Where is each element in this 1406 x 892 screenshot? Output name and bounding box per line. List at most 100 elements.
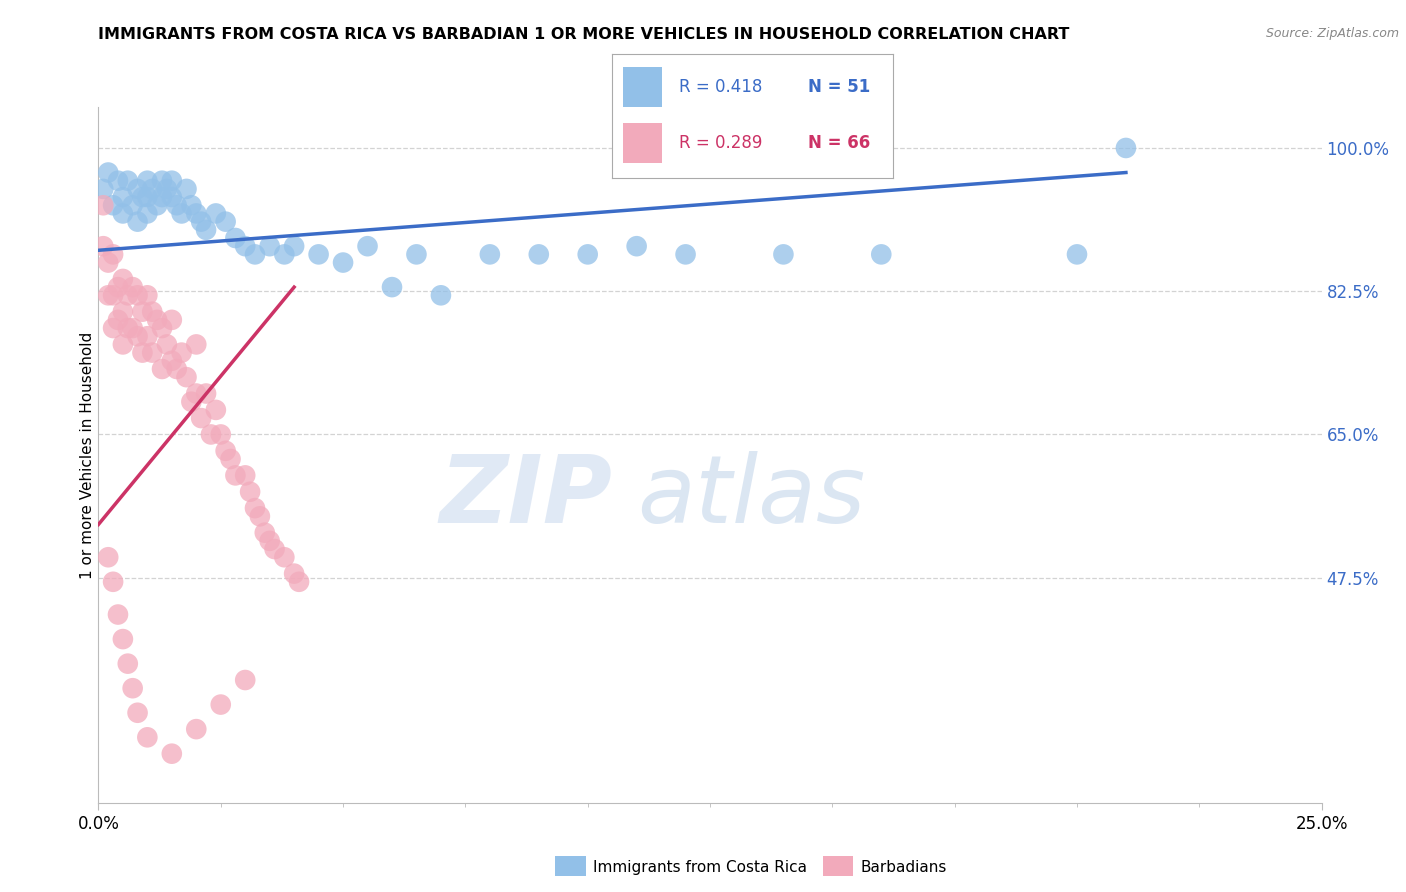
Point [117,321,139,335]
Point [160,313,183,327]
Text: Barbadians: Barbadians [860,860,946,874]
Text: R = 0.289: R = 0.289 [679,135,762,153]
Point [117,288,139,302]
Point [381,280,404,294]
Point [1115,141,1137,155]
Point [263,542,285,557]
Text: Source: ZipAtlas.com: Source: ZipAtlas.com [1265,27,1399,40]
Point [107,313,129,327]
Point [205,403,228,417]
Point [176,370,198,384]
Point [101,198,124,212]
Point [253,525,276,540]
Point [219,452,242,467]
Point [209,698,232,712]
Text: N = 51: N = 51 [808,78,870,96]
Point [146,313,169,327]
Point [107,174,129,188]
Point [97,165,120,179]
Point [111,304,134,318]
Point [127,214,149,228]
Point [156,337,179,351]
Bar [623,67,662,107]
Text: IMMIGRANTS FROM COSTA RICA VS BARBADIAN 1 OR MORE VEHICLES IN HOUSEHOLD CORRELAT: IMMIGRANTS FROM COSTA RICA VS BARBADIAN … [98,27,1070,42]
Point [117,657,139,671]
Point [430,288,453,302]
Point [136,206,159,220]
Point [283,239,305,253]
Point [243,247,266,261]
Point [576,247,599,261]
Point [180,198,202,212]
Text: N = 66: N = 66 [808,135,870,153]
Point [332,255,354,269]
Point [156,182,179,196]
Point [117,174,139,188]
Point [224,468,246,483]
Point [91,198,114,212]
Point [160,174,183,188]
Point [101,288,124,302]
Point [136,329,159,343]
Point [101,321,124,335]
Point [233,468,256,483]
Point [111,337,134,351]
Point [170,345,193,359]
Point [675,247,697,261]
Point [97,550,120,565]
Point [772,247,794,261]
Point [136,190,159,204]
Point [136,288,159,302]
Point [870,247,893,261]
Point [405,247,427,261]
Point [150,174,173,188]
Point [180,394,202,409]
Point [136,731,159,745]
Point [288,574,311,589]
Point [186,337,208,351]
Point [195,386,218,401]
Text: atlas: atlas [637,451,865,542]
Point [186,386,208,401]
Point [141,345,163,359]
Point [176,182,198,196]
Point [121,321,143,335]
Point [107,280,129,294]
Text: Immigrants from Costa Rica: Immigrants from Costa Rica [593,860,807,874]
Point [308,247,330,261]
Point [121,280,143,294]
Point [195,223,218,237]
Point [233,673,256,687]
Point [136,174,159,188]
Point [160,353,183,368]
Point [233,239,256,253]
Point [170,206,193,220]
Point [190,411,212,425]
Point [166,198,188,212]
Point [166,362,188,376]
Point [127,288,149,302]
Point [243,501,266,516]
Point [478,247,501,261]
Point [146,198,169,212]
Point [356,239,378,253]
Point [150,362,173,376]
Point [97,255,120,269]
Point [121,198,143,212]
Point [205,206,228,220]
Text: R = 0.418: R = 0.418 [679,78,762,96]
Point [127,706,149,720]
Point [111,272,134,286]
Point [91,182,114,196]
Point [200,427,222,442]
Point [111,632,134,646]
Point [131,345,153,359]
Point [160,190,183,204]
Point [186,206,208,220]
Point [97,288,120,302]
Point [224,231,246,245]
Point [101,574,124,589]
Point [131,304,153,318]
Text: ZIP: ZIP [439,450,612,542]
Bar [623,123,662,163]
